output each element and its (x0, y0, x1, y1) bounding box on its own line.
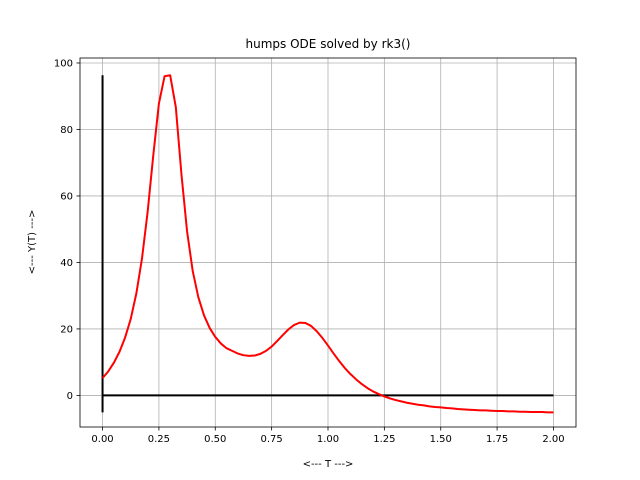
x-tick-label: 2.00 (542, 434, 564, 445)
x-tick-label: 0.25 (148, 434, 170, 445)
series-line (101, 74, 554, 414)
x-tick-label: 1.75 (486, 434, 508, 445)
x-tick-label: 0.00 (91, 434, 113, 445)
y-tick-label: 100 (54, 58, 73, 69)
x-tick-label: 0.75 (261, 434, 283, 445)
x-axis-ticks: 0.00 0.25 0.50 0.75 1.00 1.25 1.50 1.75 2.00 (91, 427, 565, 445)
plot-area (79, 57, 577, 428)
series-layer (101, 74, 554, 414)
grid-lines (80, 58, 576, 427)
x-tick-label: 1.25 (373, 434, 395, 445)
y-axis-ticks: 0 20 40 60 80 100 (54, 58, 80, 402)
y-tick-label: 40 (60, 258, 73, 269)
reference-lines (101, 75, 554, 413)
chart-title: humps ODE solved by rk3() (246, 37, 411, 51)
x-tick-label: 1.50 (430, 434, 452, 445)
y-tick-label: 80 (60, 125, 73, 136)
y-axis-label: <--- Y(T) ---> (27, 210, 38, 275)
y-tick-label: 20 (60, 324, 73, 335)
x-axis-label: <--- T ---> (303, 459, 354, 470)
x-tick-label: 0.50 (204, 434, 226, 445)
y-tick-label: 60 (60, 191, 73, 202)
x-tick-label: 1.00 (317, 434, 339, 445)
y-tick-label: 0 (67, 391, 73, 402)
